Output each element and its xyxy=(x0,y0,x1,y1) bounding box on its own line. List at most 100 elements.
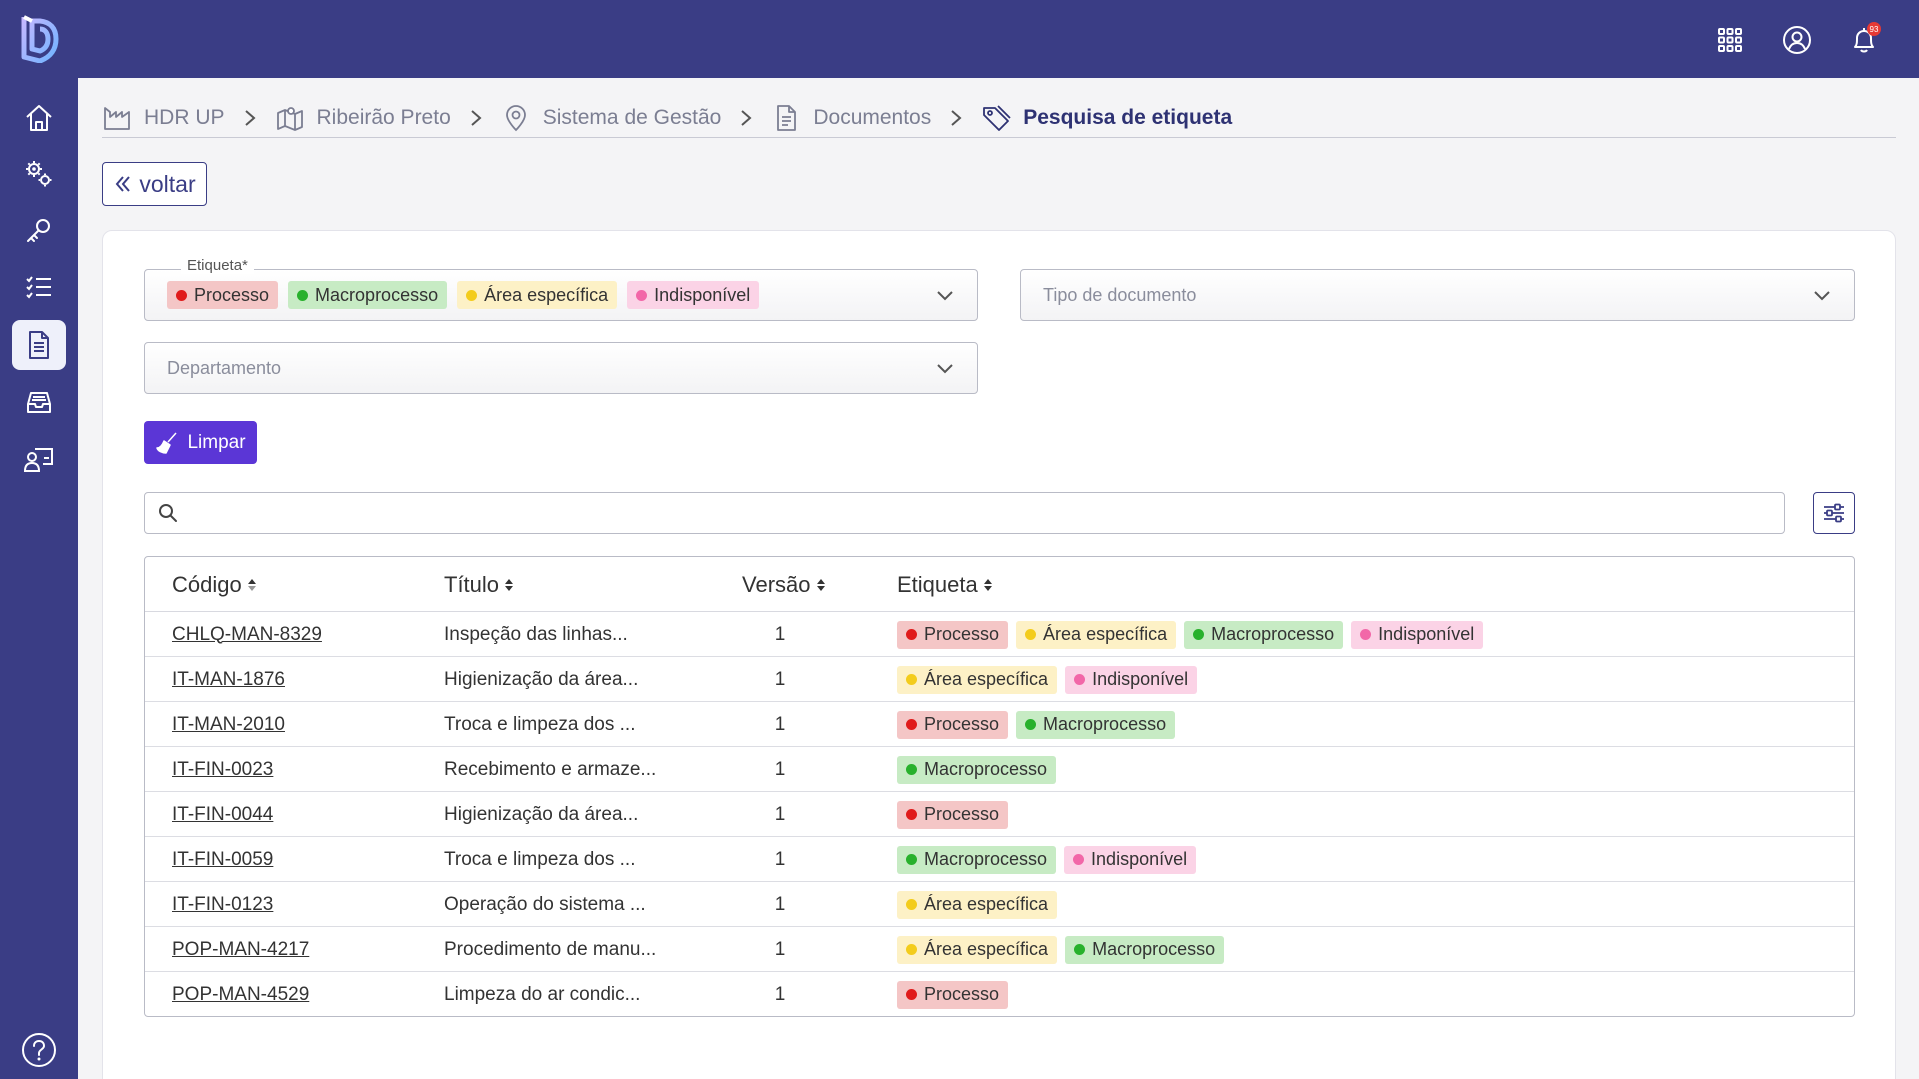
file-icon xyxy=(777,104,797,131)
departamento-select[interactable]: Departamento xyxy=(144,342,978,394)
sort-icon xyxy=(247,578,256,591)
breadcrumb-item-documentos[interactable]: Documentos xyxy=(771,103,931,133)
chevron-right-icon xyxy=(469,109,483,127)
table-row: CHLQ-MAN-8329 Inspeção das linhas... 1 Proc… xyxy=(145,612,1854,657)
tag-dot-icon xyxy=(176,289,187,301)
document-tags: Processo xyxy=(897,972,1009,1016)
chevron-down-icon xyxy=(1814,291,1830,301)
table-row: IT-FIN-0044 Higienização da área... 1 Proce… xyxy=(145,792,1854,837)
document-code-link[interactable]: IT-FIN-0044 xyxy=(172,803,274,825)
sidebar-item-users[interactable] xyxy=(12,434,66,484)
document-code-link[interactable]: IT-MAN-2010 xyxy=(172,713,285,735)
sidebar-item-tasks[interactable] xyxy=(12,263,66,313)
tag-dot-icon xyxy=(906,944,917,955)
document-tags: Processo Macroprocesso xyxy=(897,702,1176,747)
user-board-icon xyxy=(23,448,53,472)
tag-dot-icon xyxy=(906,674,917,685)
top-bar xyxy=(0,0,1919,78)
chevron-right-icon xyxy=(949,109,963,127)
factory-icon xyxy=(104,106,130,130)
home-icon xyxy=(26,105,52,131)
apps-grid-button[interactable] xyxy=(1710,20,1750,60)
clear-button[interactable]: Limpar xyxy=(144,421,257,464)
document-code-link[interactable]: IT-FIN-0123 xyxy=(172,893,274,915)
document-tags: Processo Área específica Macroprocesso Indi… xyxy=(897,612,1484,657)
document-title: Recebimento e armaze... xyxy=(444,758,657,780)
tag-label: Área específica xyxy=(1043,624,1168,644)
search-input[interactable] xyxy=(187,494,1784,532)
tag-chip-processo: Processo xyxy=(897,800,1009,829)
sidebar-item-access[interactable] xyxy=(12,206,66,256)
table-row: IT-FIN-0023 Recebimento e armaze... 1 Macro… xyxy=(145,747,1854,792)
back-button[interactable]: voltar xyxy=(102,162,207,206)
etiqueta-label: Etiqueta* xyxy=(181,257,254,274)
tag-chip-macroprocesso: Macroprocesso xyxy=(288,281,448,309)
sidebar-item-settings[interactable] xyxy=(12,149,66,199)
document-code-link[interactable]: POP-MAN-4529 xyxy=(172,983,310,1005)
notifications-button[interactable]: 93 xyxy=(1844,20,1884,60)
help-icon[interactable] xyxy=(20,1031,58,1069)
sidebar-item-home[interactable] xyxy=(12,93,66,143)
document-version: 1 xyxy=(774,848,786,870)
document-code-link[interactable]: POP-MAN-4217 xyxy=(172,938,310,960)
tipo-documento-select[interactable]: Tipo de documento xyxy=(1020,269,1855,321)
user-profile-button[interactable] xyxy=(1777,20,1817,60)
chevron-down-icon xyxy=(937,364,953,374)
sort-icon xyxy=(983,578,992,591)
tag-chip-macroprocesso: Macroprocesso xyxy=(897,845,1057,874)
document-title: Troca e limpeza dos ... xyxy=(444,713,636,735)
table-header: Código Título Versão Etiqueta xyxy=(145,557,1854,612)
tag-label: Macroprocesso xyxy=(924,759,1048,779)
document-code-link[interactable]: IT-MAN-1876 xyxy=(172,668,285,690)
tag-chip-area-especifica: Área específica xyxy=(457,281,618,309)
breadcrumb-label: Pesquisa de etiqueta xyxy=(1023,105,1233,129)
breadcrumb-item-pesquisa-etiqueta: Pesquisa de etiqueta xyxy=(981,103,1232,133)
tag-dot-icon xyxy=(906,719,917,730)
tag-chip-macroprocesso: Macroprocesso xyxy=(1184,620,1344,649)
etiqueta-selected-chips: Processo Macroprocesso Área específica Indi… xyxy=(167,281,760,309)
table-row: POP-MAN-4217 Procedimento de manu... 1 Área… xyxy=(145,927,1854,972)
document-title: Higienização da área... xyxy=(444,668,639,690)
tag-label: Processo xyxy=(194,284,270,305)
broom-icon xyxy=(156,432,178,454)
sliders-icon xyxy=(1824,503,1844,523)
breadcrumb-item-sistema-gestao[interactable]: Sistema de Gestão xyxy=(501,103,721,133)
bell-icon xyxy=(1854,28,1874,53)
document-code-link[interactable]: IT-FIN-0059 xyxy=(172,848,274,870)
etiqueta-select[interactable]: Etiqueta* Processo Macroprocesso Área espe… xyxy=(144,257,978,321)
tag-label: Macroprocesso xyxy=(924,849,1048,869)
document-code-link[interactable]: IT-FIN-0023 xyxy=(172,758,274,780)
tag-chip-processo: Processo xyxy=(897,710,1009,739)
column-header-titulo[interactable]: Título xyxy=(444,557,514,612)
sidebar xyxy=(0,0,78,1079)
document-version: 1 xyxy=(774,623,786,645)
tag-chip-macroprocesso: Macroprocesso xyxy=(897,755,1057,784)
tag-chip-processo: Processo xyxy=(897,980,1009,1009)
document-icon xyxy=(29,331,49,359)
sidebar-item-documents[interactable] xyxy=(12,320,66,370)
column-header-versao[interactable]: Versão xyxy=(742,557,826,612)
sort-icon xyxy=(816,578,825,591)
column-header-label: Código xyxy=(172,571,242,597)
column-filter-button[interactable] xyxy=(1813,492,1855,534)
document-tags: Área específica xyxy=(897,882,1058,927)
document-tags: Processo xyxy=(897,792,1009,837)
breadcrumb-item-ribeirao-preto[interactable]: Ribeirão Preto xyxy=(275,103,451,133)
back-button-label: voltar xyxy=(139,170,196,197)
column-header-codigo[interactable]: Código xyxy=(172,557,257,612)
breadcrumb-item-hdr-up[interactable]: HDR UP xyxy=(102,103,225,133)
column-header-label: Título xyxy=(444,571,500,597)
tag-label: Macroprocesso xyxy=(1211,624,1335,644)
column-header-etiqueta[interactable]: Etiqueta xyxy=(897,557,993,612)
tag-chip-indisponivel: Indisponível xyxy=(1065,665,1198,694)
sidebar-item-inbox[interactable] xyxy=(12,377,66,427)
tag-chip-indisponivel: Indisponível xyxy=(1351,620,1484,649)
tag-dot-icon xyxy=(1360,629,1372,640)
checklist-icon xyxy=(26,276,51,299)
document-version: 1 xyxy=(774,713,786,735)
map-icon xyxy=(276,106,303,131)
tag-dot-icon xyxy=(1025,719,1037,730)
chevron-right-icon xyxy=(739,109,753,127)
document-code-link[interactable]: CHLQ-MAN-8329 xyxy=(172,623,322,645)
app-logo-icon[interactable] xyxy=(18,13,60,64)
